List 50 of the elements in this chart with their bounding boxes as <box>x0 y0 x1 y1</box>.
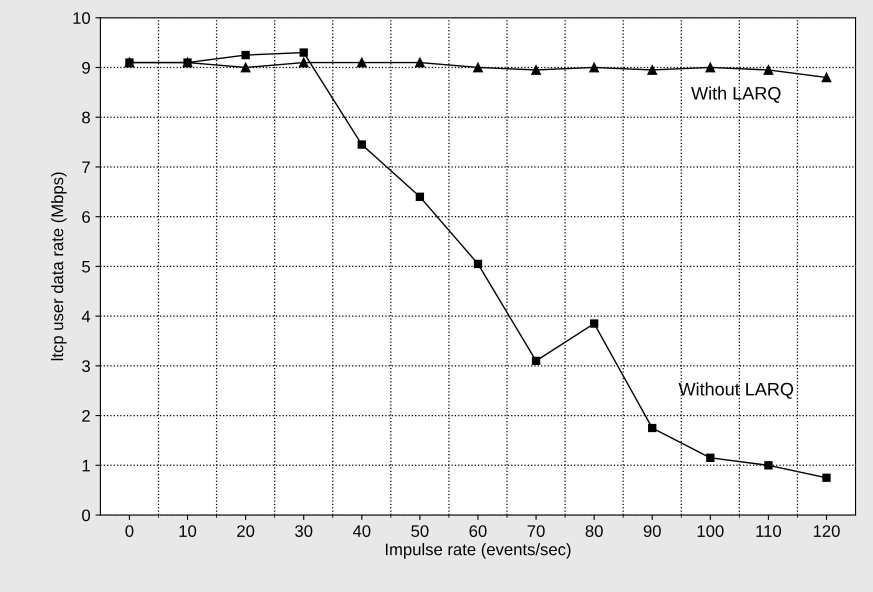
y-tick-label: 6 <box>82 211 90 223</box>
point <box>356 58 367 68</box>
y-tick-label: 7 <box>82 162 90 173</box>
y-tick-label: 4 <box>82 310 90 322</box>
point <box>532 356 540 366</box>
x-tick-label: 100 <box>698 525 724 538</box>
x-tick-label: 40 <box>352 525 370 538</box>
point <box>300 48 308 57</box>
x-tick-label: 70 <box>528 525 545 538</box>
y-tick-label: 1 <box>82 460 90 472</box>
point <box>416 192 424 201</box>
annotation: With LARQ <box>691 86 781 103</box>
x-tick-label: 50 <box>411 525 428 538</box>
x-tick-label: 20 <box>237 525 254 538</box>
point <box>822 72 832 82</box>
point <box>474 260 482 268</box>
point <box>764 65 774 75</box>
x-tick-label: 60 <box>470 525 487 538</box>
point <box>531 65 541 75</box>
point <box>298 58 309 68</box>
y-tick-label: 2 <box>82 410 90 422</box>
point <box>473 62 483 72</box>
y-tick-label: 0 <box>82 509 90 522</box>
point <box>706 454 714 462</box>
point <box>358 140 366 149</box>
y-tick-label: 3 <box>82 360 90 372</box>
point <box>240 62 250 72</box>
point <box>764 461 773 470</box>
x-tick-label: 0 <box>125 525 134 538</box>
point <box>590 319 598 328</box>
point <box>241 50 250 60</box>
point <box>822 474 831 482</box>
x-axis-title: Impulse rate (events/sec) <box>386 543 570 559</box>
point <box>705 62 716 72</box>
y-tick-label: 8 <box>82 112 90 124</box>
x-tick-label: 10 <box>180 525 196 538</box>
x-tick-label: 30 <box>295 525 312 538</box>
x-tick-label: 120 <box>814 525 840 538</box>
y-tick-label: 10 <box>73 12 90 24</box>
x-tick-label: 110 <box>756 525 782 538</box>
y-axis-title: ltcp user data rate (Mbps) <box>51 172 67 360</box>
annotation: Without LARQ <box>678 382 794 399</box>
y-tick-label: 5 <box>82 260 90 273</box>
x-tick-label: 90 <box>644 525 661 538</box>
y-tick-label: 9 <box>82 62 90 74</box>
point <box>648 424 656 432</box>
point <box>415 58 425 68</box>
point <box>647 65 658 75</box>
point <box>589 62 600 72</box>
x-tick-label: 80 <box>586 525 603 538</box>
